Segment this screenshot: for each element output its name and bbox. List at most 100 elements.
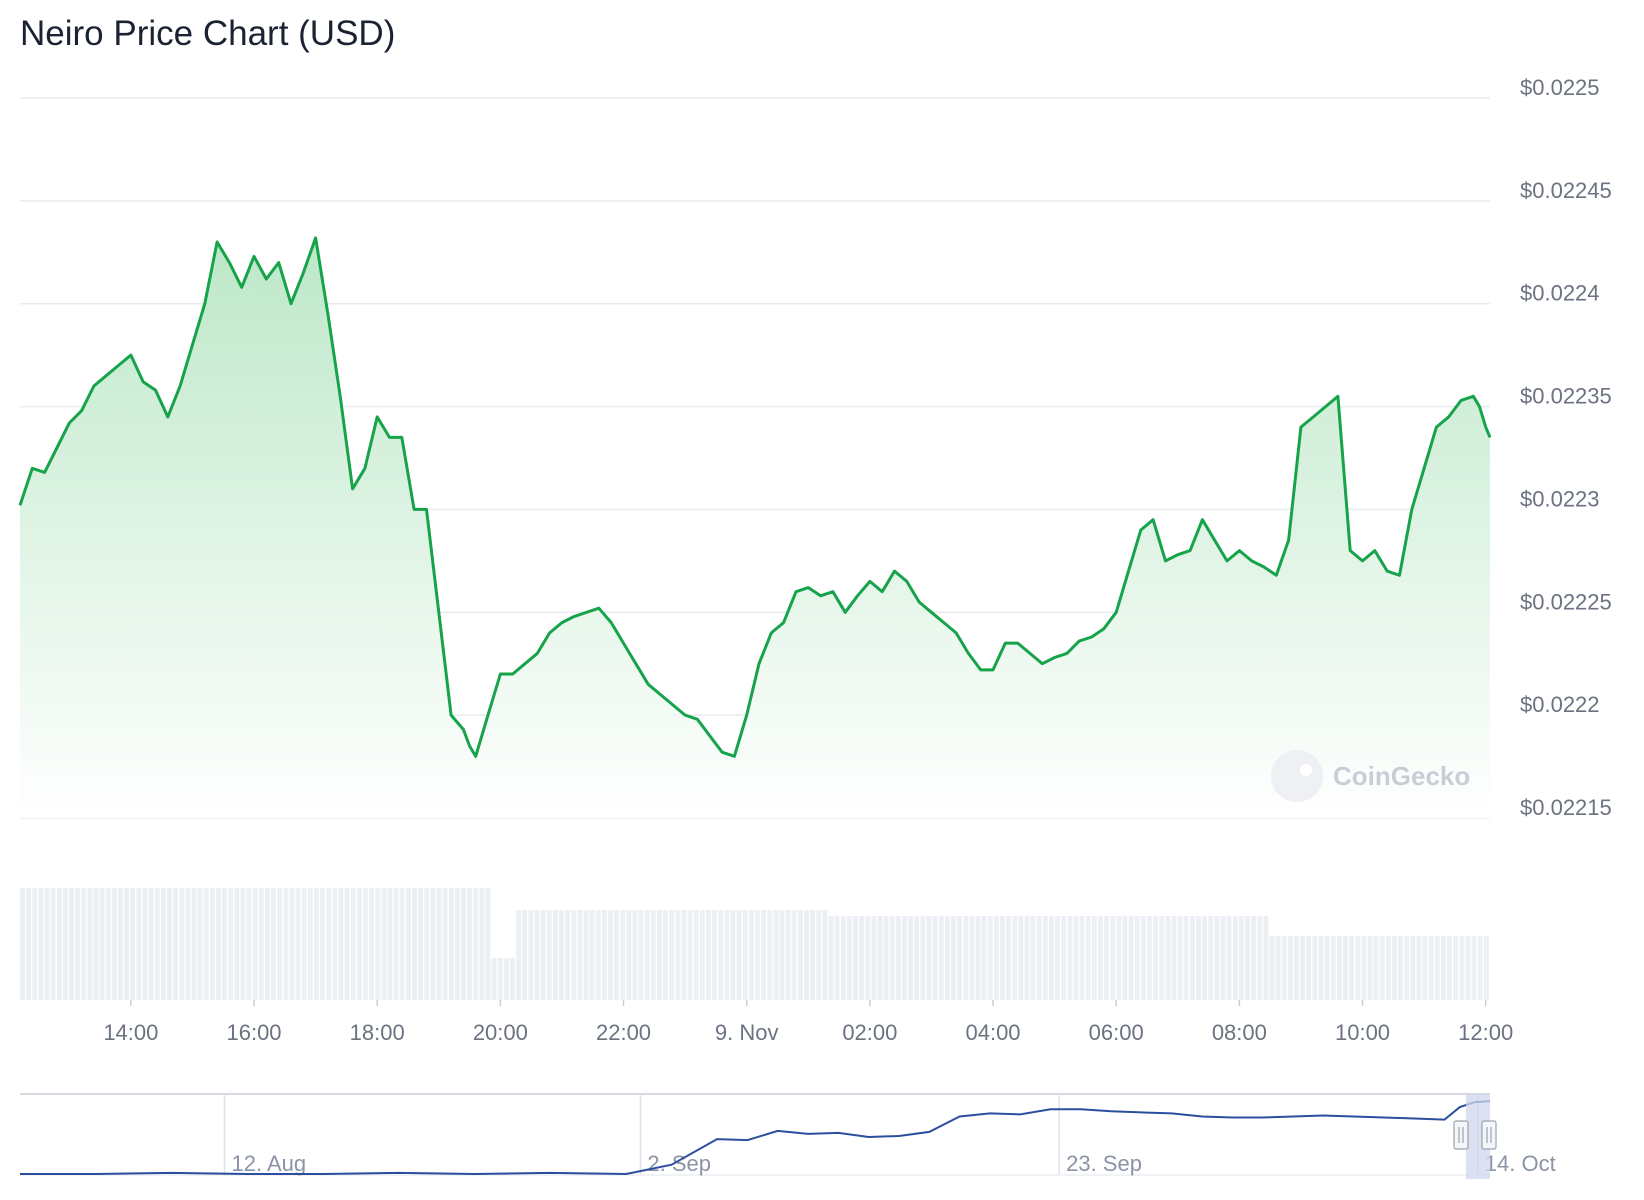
volume-bar <box>20 888 25 1000</box>
volume-bar <box>1085 916 1091 1000</box>
volume-bars <box>20 888 1489 1000</box>
volume-bar <box>797 910 803 1000</box>
coingecko-logo-icon <box>1271 750 1323 802</box>
volume-bar <box>663 910 668 1000</box>
x-tick-label: 22:00 <box>596 1020 651 1045</box>
volume-bar <box>1404 936 1410 1000</box>
volume-bar <box>1153 916 1158 1000</box>
volume-bar <box>1208 916 1214 1000</box>
volume-bar <box>1220 916 1226 1000</box>
volume-bar <box>730 910 736 1000</box>
volume-bar <box>804 910 809 1000</box>
volume-bar <box>1385 936 1391 1000</box>
volume-bar <box>1422 936 1428 1000</box>
volume-bar <box>136 888 142 1000</box>
volume-bar <box>742 910 748 1000</box>
y-tick-label: $0.02235 <box>1520 384 1612 409</box>
volume-bar <box>1441 936 1446 1000</box>
volume-bar <box>846 916 852 1000</box>
volume-bar <box>448 888 454 1000</box>
volume-bar <box>1171 916 1177 1000</box>
volume-bar <box>1257 916 1263 1000</box>
volume-bar <box>1336 936 1342 1000</box>
volume-bar <box>356 888 362 1000</box>
volume-bar <box>1232 916 1238 1000</box>
volume-bar <box>1263 916 1269 1000</box>
volume-bar <box>748 910 754 1000</box>
volume-bar <box>1300 936 1305 1000</box>
navigator-handle[interactable] <box>1481 1120 1497 1150</box>
volume-bar <box>791 910 797 1000</box>
volume-bar <box>1165 916 1171 1000</box>
volume-bar <box>1116 916 1122 1000</box>
x-tick-label: 02:00 <box>842 1020 897 1045</box>
volume-bar <box>209 888 215 1000</box>
volume-bar <box>1287 936 1293 1000</box>
volume-bar <box>571 910 577 1000</box>
volume-bar <box>687 910 693 1000</box>
volume-bar <box>718 910 724 1000</box>
volume-bar <box>75 888 80 1000</box>
volume-bar <box>583 910 589 1000</box>
x-tick-label: 18:00 <box>350 1020 405 1045</box>
volume-bar <box>87 888 93 1000</box>
volume-bar <box>130 888 136 1000</box>
volume-bar <box>767 910 773 1000</box>
volume-bar <box>442 888 448 1000</box>
volume-bar <box>1355 936 1361 1000</box>
volume-bar <box>1269 936 1275 1000</box>
volume-bar <box>969 916 975 1000</box>
volume-bar <box>853 916 858 1000</box>
volume-bar <box>877 916 883 1000</box>
volume-bar <box>1196 916 1201 1000</box>
volume-bar <box>240 888 246 1000</box>
volume-bar <box>69 888 74 1000</box>
volume-bar <box>1189 916 1195 1000</box>
volume-bar <box>363 888 368 1000</box>
volume-bar <box>779 910 785 1000</box>
volume-bar <box>197 888 203 1000</box>
x-tick-label: 16:00 <box>226 1020 281 1045</box>
volume-bar <box>222 888 227 1000</box>
volume-bar <box>589 910 595 1000</box>
volume-bar <box>902 916 907 1000</box>
volume-bar <box>32 888 38 1000</box>
x-tick-label: 12:00 <box>1458 1020 1513 1045</box>
volume-bar <box>552 910 558 1000</box>
volume-bar <box>203 888 209 1000</box>
volume-bar <box>1159 916 1165 1000</box>
navigator-tick-label: 23. Sep <box>1066 1151 1142 1176</box>
volume-bar <box>895 916 901 1000</box>
volume-bar <box>559 910 564 1000</box>
volume-bar <box>510 958 515 1000</box>
volume-bar <box>118 888 123 1000</box>
volume-bar <box>1024 916 1030 1000</box>
volume-bar <box>522 910 528 1000</box>
volume-bar <box>834 916 840 1000</box>
navigator-tick-label: 2. Sep <box>647 1151 711 1176</box>
volume-bar <box>1140 916 1146 1000</box>
volume-bar <box>1183 916 1189 1000</box>
volume-bar <box>393 888 399 1000</box>
volume-bar <box>228 888 234 1000</box>
navigator-handle[interactable] <box>1453 1120 1469 1150</box>
volume-bar <box>951 916 956 1000</box>
volume-bar <box>908 916 913 1000</box>
volume-bar <box>1006 916 1011 1000</box>
volume-bar <box>675 910 681 1000</box>
chart-title: Neiro Price Chart (USD) <box>20 14 396 53</box>
volume-bar <box>1061 916 1067 1000</box>
volume-bar <box>124 888 129 1000</box>
volume-bar <box>1251 916 1256 1000</box>
volume-bar <box>1036 916 1042 1000</box>
price-area-fill <box>20 237 1490 818</box>
volume-bar <box>577 910 583 1000</box>
volume-bar <box>920 916 926 1000</box>
volume-bar <box>1147 916 1152 1000</box>
volume-bar <box>479 888 485 1000</box>
volume-bar <box>93 888 99 1000</box>
volume-bar <box>81 888 87 1000</box>
x-tick-label: 06:00 <box>1089 1020 1144 1045</box>
volume-bar <box>1471 936 1477 1000</box>
